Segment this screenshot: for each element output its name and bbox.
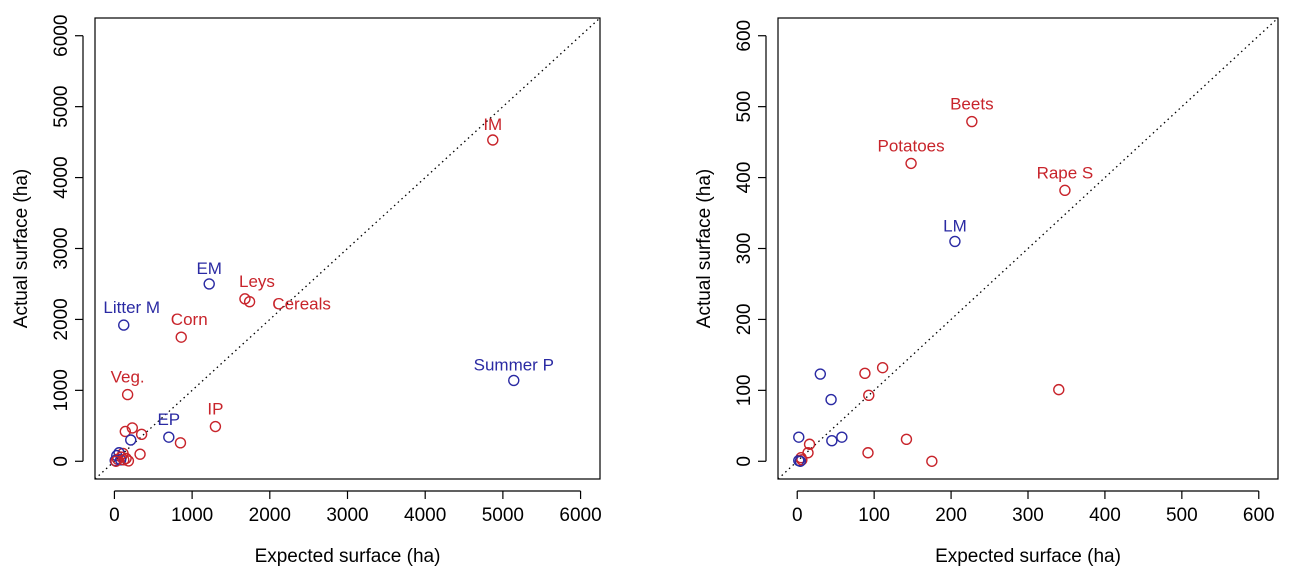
- left-x-tick-label: 3000: [326, 505, 368, 526]
- left-x-tick-label: 1000: [171, 505, 213, 526]
- right-x-tick-label: 600: [1243, 505, 1275, 526]
- left-data-point: [125, 434, 137, 446]
- right-plot-frame: [777, 17, 1279, 480]
- left-y-tick-label: 5000: [51, 86, 72, 128]
- right-y-tick-label: 100: [734, 374, 755, 406]
- left-point-label: Cereals: [272, 295, 331, 314]
- left-data-point: [119, 425, 132, 438]
- left-data-point: [120, 452, 132, 465]
- right-y-tick-label: 300: [734, 233, 755, 265]
- right-y-tick-label: 600: [734, 20, 755, 52]
- right-data-point: [794, 455, 807, 467]
- left-point-label: Leys: [239, 272, 275, 291]
- right-data-point: [825, 393, 837, 406]
- left-data-point: [487, 134, 499, 146]
- left-scatter-panel: 0 1000 2000 3000 4000 5000 6000 0 1000 2000 3000 40…: [11, 15, 602, 567]
- right-x-tick-label: 500: [1166, 505, 1198, 526]
- right-data-point: [876, 361, 889, 374]
- left-point-label: Summer P: [474, 355, 554, 374]
- right-data-point: [859, 367, 871, 380]
- right-x-tick-label: 100: [858, 505, 890, 526]
- left-data-point: [135, 428, 148, 441]
- right-data-point: [949, 235, 961, 248]
- right-y-tick-label: 400: [734, 162, 755, 194]
- left-data-point: [126, 422, 138, 434]
- right-x-tick-label: 0: [792, 505, 803, 526]
- right-x-tick-label: 300: [1012, 505, 1044, 526]
- right-y-tick-label: 200: [734, 304, 755, 336]
- left-y-tick-label: 6000: [51, 15, 72, 57]
- left-plot-frame: [94, 17, 601, 480]
- right-point-label: Beets: [950, 95, 993, 114]
- left-y-tick-label: 1000: [51, 369, 72, 411]
- right-x-tick-label: 200: [935, 505, 967, 526]
- right-data-point: [926, 455, 938, 467]
- left-data-point: [122, 455, 135, 467]
- left-y-tick-label: 0: [51, 456, 72, 467]
- right-x-axis-title: Expected surface (ha): [935, 546, 1121, 567]
- right-data-point: [796, 454, 808, 466]
- left-x-tick-label: 0: [109, 505, 120, 526]
- right-point-label: LM: [943, 216, 967, 235]
- left-point-label: IP: [207, 400, 223, 419]
- left-data-point: [209, 420, 222, 433]
- left-point-label: EM: [196, 259, 222, 278]
- left-scatter-chart: 0 1000 2000 3000 4000 5000 6000 0 1000 2000 3000 40…: [11, 15, 602, 567]
- right-data-point: [905, 157, 917, 170]
- right-point-label: Rape S: [1037, 163, 1094, 182]
- left-x-tick-label: 4000: [404, 505, 446, 526]
- left-y-tick-label: 2000: [51, 298, 72, 340]
- right-y-axis-title: Actual surface (ha): [694, 169, 715, 328]
- left-data-point: [163, 431, 175, 443]
- left-y-axis-title: Actual surface (ha): [11, 169, 32, 328]
- right-data-point: [900, 433, 913, 445]
- left-data-point: [203, 278, 215, 290]
- right-x-tick-label: 400: [1089, 505, 1121, 526]
- left-x-tick-label: 5000: [482, 505, 524, 526]
- right-y-tick-label: 500: [734, 91, 755, 123]
- left-data-point: [118, 319, 130, 331]
- left-point-label: EP: [157, 410, 180, 429]
- right-data-point: [1053, 383, 1065, 396]
- right-data-point: [803, 438, 816, 450]
- left-data-point: [114, 454, 127, 466]
- right-scatter-chart: 0 100 200 300 400 500 600 0 100 200 300 400 500 600 Ex…: [694, 17, 1279, 567]
- left-y-tick-label: 4000: [51, 156, 72, 198]
- right-data-point: [814, 368, 827, 380]
- left-point-label: Veg.: [111, 368, 145, 387]
- left-x-tick-label: 6000: [559, 505, 601, 526]
- left-data-point: [121, 388, 134, 401]
- right-data-point: [966, 115, 978, 128]
- right-data-point: [826, 435, 838, 447]
- right-identity-line: [777, 17, 1279, 480]
- right-data-point: [863, 389, 875, 402]
- left-data-point: [508, 374, 520, 387]
- right-point-label: Potatoes: [878, 136, 945, 155]
- left-data-point: [243, 295, 256, 308]
- right-data-point: [793, 431, 805, 443]
- right-data-point: [1059, 184, 1071, 197]
- left-data-point: [174, 437, 187, 449]
- left-data-point: [175, 331, 187, 343]
- left-point-label: Corn: [171, 310, 208, 329]
- left-point-label: IM: [483, 115, 502, 134]
- left-y-tick-label: 3000: [51, 227, 72, 269]
- left-x-tick-label: 2000: [249, 505, 291, 526]
- left-x-axis-title: Expected surface (ha): [255, 546, 441, 567]
- left-data-point: [110, 455, 122, 467]
- right-y-tick-label: 0: [734, 456, 755, 467]
- right-data-point: [836, 431, 848, 443]
- left-data-point: [118, 454, 130, 466]
- left-data-point: [134, 448, 146, 460]
- right-scatter-panel: 0 100 200 300 400 500 600 0 100 200 300 400 500 600 Ex…: [645, 0, 1290, 570]
- left-point-label: Litter M: [103, 298, 160, 317]
- right-data-point: [862, 447, 874, 459]
